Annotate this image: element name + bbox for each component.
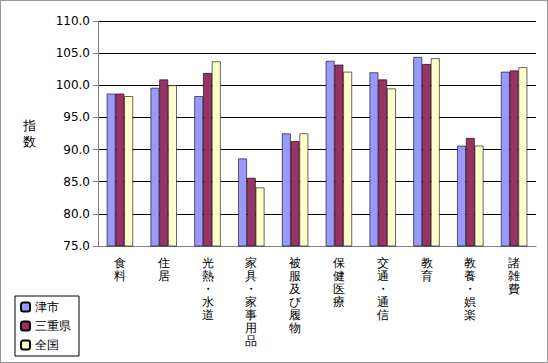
svg-text:料: 料	[114, 269, 126, 283]
svg-text:履: 履	[289, 308, 301, 322]
svg-text:雑: 雑	[508, 269, 520, 283]
svg-text:育: 育	[421, 269, 433, 283]
svg-text:通: 通	[377, 295, 389, 309]
svg-text:費: 費	[508, 282, 520, 296]
svg-text:105.0: 105.0	[56, 46, 90, 60]
svg-text:津市: 津市	[35, 300, 59, 314]
svg-text:・: ・	[464, 282, 476, 296]
svg-text:娯: 娯	[464, 295, 476, 309]
svg-text:90.0: 90.0	[63, 143, 90, 157]
svg-text:被: 被	[289, 256, 301, 270]
svg-text:物: 物	[289, 321, 301, 335]
svg-text:指: 指	[22, 118, 36, 133]
svg-text:教: 教	[421, 256, 433, 270]
svg-text:び: び	[289, 295, 302, 309]
svg-text:95.0: 95.0	[63, 110, 90, 124]
svg-text:・: ・	[245, 282, 257, 296]
svg-text:交: 交	[377, 256, 389, 270]
svg-text:75.0: 75.0	[63, 239, 90, 253]
svg-text:住: 住	[157, 256, 170, 270]
svg-text:養: 養	[464, 269, 476, 283]
svg-text:信: 信	[377, 308, 389, 322]
svg-text:食: 食	[114, 256, 126, 270]
svg-text:療: 療	[333, 295, 345, 309]
svg-text:80.0: 80.0	[63, 207, 90, 221]
svg-text:道: 道	[202, 308, 214, 322]
svg-text:三重県: 三重県	[35, 319, 71, 333]
svg-text:水: 水	[202, 295, 214, 309]
svg-text:及: 及	[289, 282, 301, 296]
svg-text:100.0: 100.0	[56, 78, 90, 92]
svg-text:具: 具	[245, 269, 257, 283]
svg-text:全国: 全国	[35, 338, 59, 352]
svg-text:用: 用	[245, 321, 257, 335]
svg-text:通: 通	[377, 269, 389, 283]
svg-text:数: 数	[23, 134, 36, 149]
svg-text:教: 教	[464, 256, 476, 270]
svg-text:医: 医	[333, 282, 345, 296]
svg-text:諸: 諸	[508, 256, 520, 270]
svg-text:熱: 熱	[202, 269, 214, 283]
svg-text:健: 健	[333, 269, 345, 283]
svg-text:保: 保	[333, 256, 345, 270]
svg-text:110.0: 110.0	[56, 14, 90, 28]
svg-text:85.0: 85.0	[63, 175, 90, 189]
svg-text:・: ・	[202, 282, 214, 296]
svg-text:事: 事	[245, 308, 257, 322]
svg-text:家: 家	[245, 295, 257, 309]
svg-text:・: ・	[377, 282, 389, 296]
svg-text:品: 品	[245, 334, 257, 348]
svg-text:居: 居	[158, 269, 170, 283]
svg-text:家: 家	[245, 256, 257, 270]
svg-text:服: 服	[289, 269, 301, 283]
svg-text:楽: 楽	[464, 308, 476, 322]
svg-text:光: 光	[202, 256, 214, 270]
